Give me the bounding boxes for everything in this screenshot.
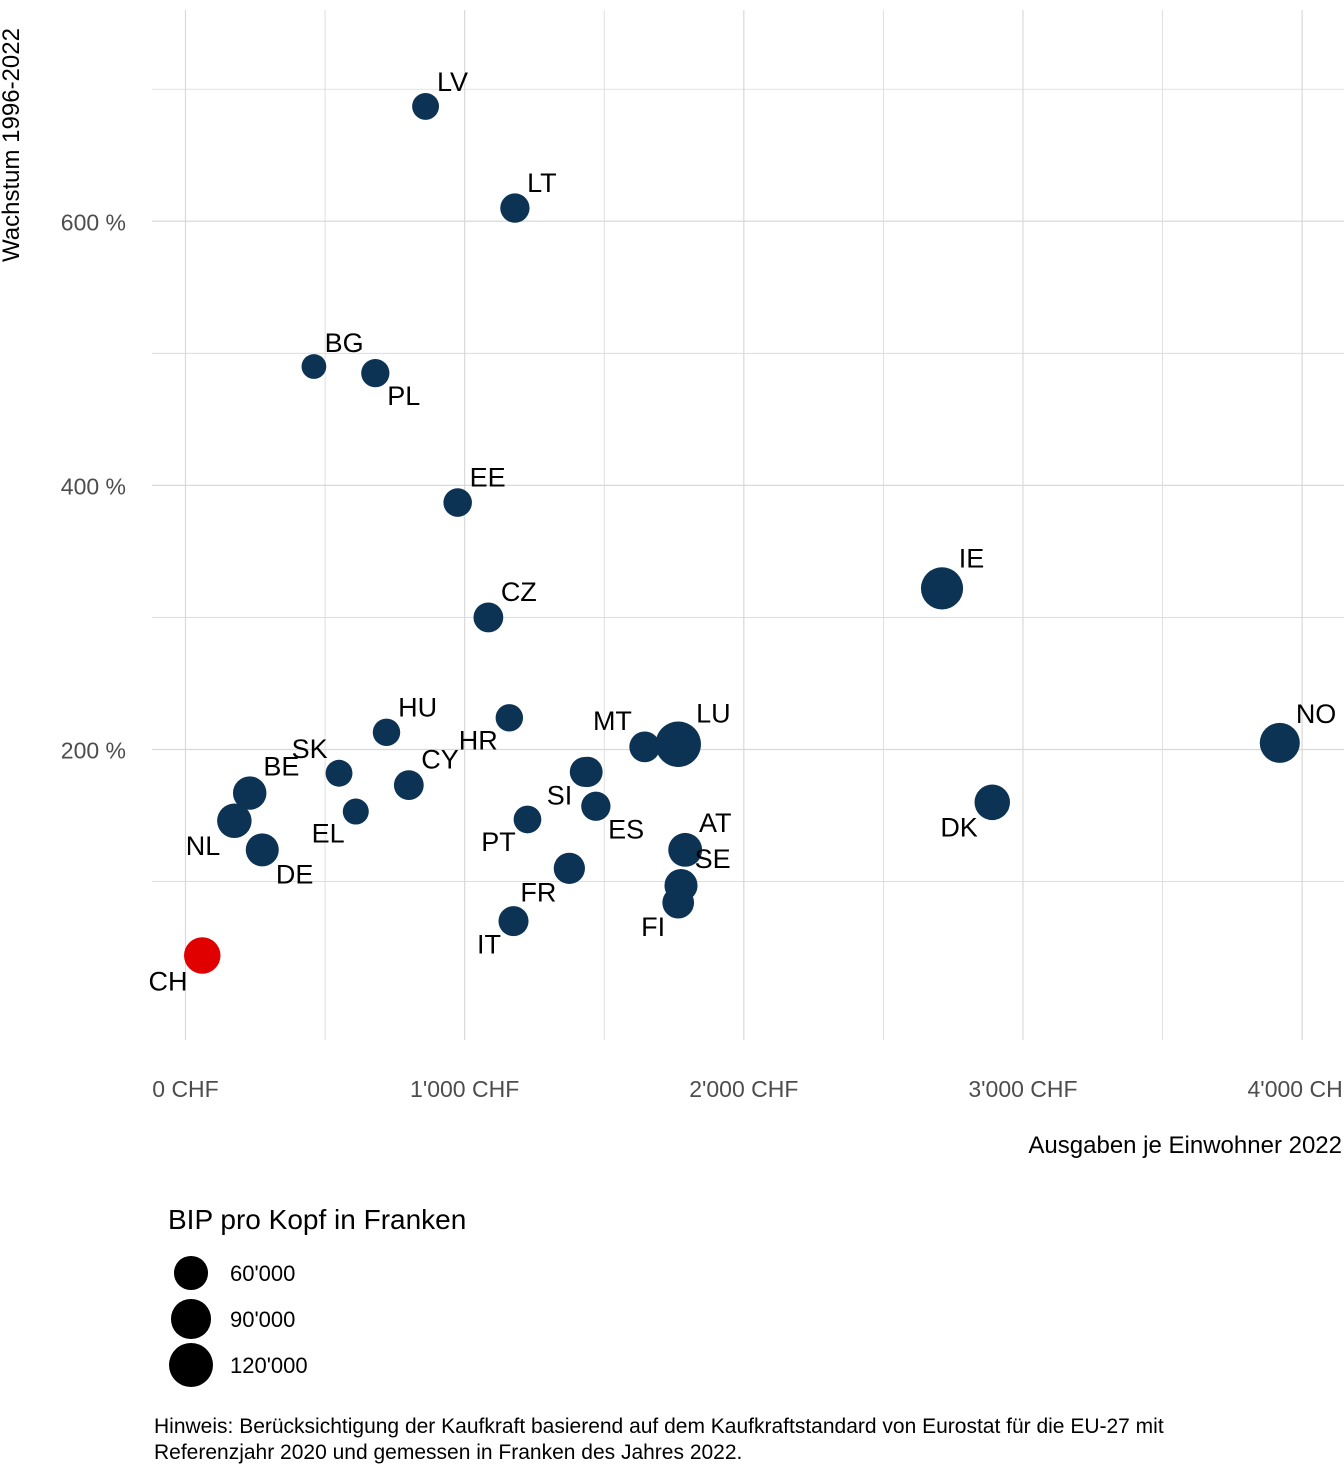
y-tick-label: 200 % [61, 737, 126, 763]
data-point [668, 832, 703, 867]
point-label: IE [959, 544, 985, 574]
data-point [393, 770, 424, 801]
data-point [473, 602, 504, 633]
x-tick-label: 2'000 CHF [689, 1076, 798, 1102]
data-point [974, 784, 1011, 821]
legend-size-dot [168, 1342, 213, 1387]
point-label: LU [696, 698, 731, 728]
point-label: NL [186, 831, 221, 861]
data-point [662, 886, 695, 919]
point-label: MT [593, 706, 632, 736]
y-tick-label: 400 % [61, 473, 126, 499]
legend-label: 60'000 [230, 1261, 296, 1286]
data-points [184, 92, 1300, 974]
legend-title: BIP pro Kopf in Franken [168, 1204, 467, 1235]
data-point [245, 833, 279, 867]
point-label: SE [695, 844, 731, 874]
data-point [443, 488, 472, 517]
point-label: SK [292, 734, 328, 764]
y-tick-labels: 200 % 400 % 600 % [61, 209, 126, 763]
x-tick-label: 0 CHF [152, 1076, 218, 1102]
data-point [498, 906, 529, 937]
point-label: EE [470, 463, 506, 493]
y-axis-title: Wachstum 1996-2022 [0, 28, 25, 262]
grid [152, 10, 1344, 1040]
point-label: PL [387, 381, 420, 411]
x-tick-labels: 0 CHF 1'000 CHF 2'000 CHF 3'000 CHF 4'000 CH… [152, 1076, 1344, 1102]
data-point [372, 718, 401, 747]
data-point [325, 759, 353, 787]
x-tick-label: 3'000 CHF [968, 1076, 1077, 1102]
data-point [217, 803, 252, 839]
legend-item: 120'000 [168, 1342, 466, 1388]
point-label: NO [1296, 699, 1337, 729]
point-label: CH [148, 966, 187, 996]
legend-size-dot [171, 1299, 211, 1339]
point-label: FI [641, 912, 665, 942]
point-label: LT [527, 168, 557, 198]
point-label: PT [481, 827, 516, 857]
point-label: DE [276, 859, 314, 889]
y-tick-label: 600 % [61, 209, 126, 235]
x-tick-label: 1'000 CHF [410, 1076, 519, 1102]
legend-item: 90'000 [168, 1296, 466, 1342]
data-point [495, 704, 524, 732]
data-point [553, 852, 585, 884]
size-legend: BIP pro Kopf in Franken 60'000 90'000 120'… [168, 1204, 466, 1388]
data-point [920, 567, 964, 610]
point-labels: LV LT BG PL EE IE CZ HR HU MT LU NO SK CY BE DK ES EL SI NL… [148, 67, 1336, 996]
point-label: LV [437, 67, 468, 97]
data-point [569, 757, 600, 787]
point-label: FR [520, 877, 556, 907]
point-label: EL [312, 819, 345, 849]
legend-item: 60'000 [168, 1250, 466, 1296]
point-label: CY [421, 745, 459, 775]
point-label: BE [263, 751, 299, 781]
data-point [412, 92, 440, 120]
data-point [232, 776, 267, 810]
scatter-chart: 0 CHF 1'000 CHF 2'000 CHF 3'000 CHF 4'000 CH… [0, 10, 1344, 1159]
x-tick-label: 4'000 CHF [1248, 1076, 1344, 1102]
data-point [513, 805, 542, 834]
data-point [361, 359, 390, 388]
point-label: IT [477, 930, 501, 960]
point-label: AT [699, 808, 732, 838]
x-axis-title: Ausgaben je Einwohner 2022 [1028, 1132, 1342, 1159]
data-point [342, 798, 369, 825]
data-point [1259, 722, 1300, 763]
data-point [629, 731, 661, 763]
legend-label: 120'000 [230, 1353, 308, 1378]
point-label: CZ [501, 577, 537, 607]
point-label: HR [459, 725, 498, 755]
legend-size-dot [174, 1256, 208, 1290]
point-label: SI [547, 780, 573, 810]
point-label: HU [398, 693, 437, 723]
data-point [184, 937, 221, 974]
point-label: BG [325, 328, 364, 358]
point-label: ES [608, 815, 644, 845]
footnote: Hinweis: Berücksichtigung der Kaufkraft … [154, 1415, 1164, 1464]
data-point [581, 791, 611, 821]
legend-label: 90'000 [230, 1307, 296, 1332]
data-point [500, 193, 530, 223]
data-point [655, 721, 701, 767]
data-point [301, 354, 327, 379]
legend-items: 60'000 90'000 120'000 [168, 1250, 466, 1388]
point-label: DK [940, 813, 978, 843]
